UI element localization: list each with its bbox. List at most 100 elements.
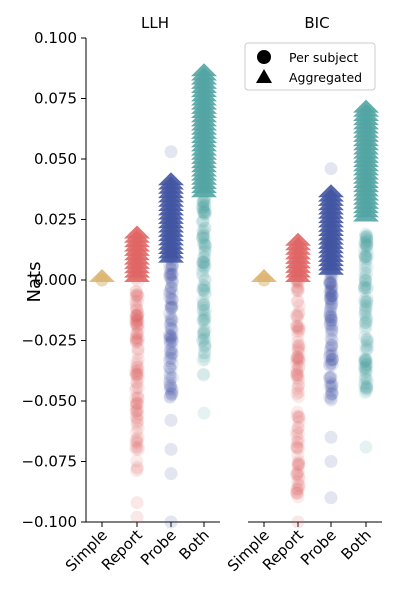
per-subject-point <box>325 338 339 352</box>
per-subject-point <box>291 432 305 446</box>
per-subject-point <box>292 338 306 352</box>
per-subject-point <box>291 281 305 295</box>
per-subject-point <box>163 269 177 283</box>
per-subject-point <box>198 250 212 264</box>
aggregated-point <box>318 184 344 198</box>
per-subject-point <box>129 404 143 418</box>
per-subject-point <box>197 310 211 324</box>
per-subject-point <box>291 339 305 353</box>
per-subject-point <box>165 335 179 349</box>
per-subject-point <box>360 282 374 296</box>
per-subject-point <box>323 274 337 288</box>
per-subject-point <box>291 390 305 404</box>
series-report <box>285 232 311 529</box>
per-subject-point <box>323 276 337 290</box>
per-subject-point <box>359 361 373 375</box>
per-subject-point <box>163 262 177 276</box>
per-subject-point <box>129 331 143 345</box>
per-subject-point <box>163 337 177 351</box>
per-subject-point <box>292 305 306 319</box>
per-subject-point <box>324 370 338 384</box>
per-subject-point <box>197 250 211 264</box>
per-subject-point <box>358 279 372 293</box>
per-subject-point <box>359 354 373 368</box>
per-subject-point <box>359 295 373 309</box>
per-subject-point <box>164 362 178 376</box>
per-subject-point <box>325 324 339 338</box>
per-subject-point <box>323 349 337 363</box>
per-subject-point <box>164 343 178 357</box>
per-subject-point <box>164 321 178 335</box>
per-subject-point <box>197 323 211 337</box>
per-subject-point <box>198 238 212 252</box>
per-subject-point <box>292 319 306 333</box>
per-subject-point <box>292 415 306 429</box>
per-subject-point <box>198 287 212 301</box>
per-subject-point <box>325 377 339 391</box>
per-subject-point <box>358 353 372 367</box>
per-subject-point <box>131 440 145 454</box>
per-subject-point <box>164 467 178 481</box>
per-subject-point <box>290 324 304 338</box>
per-subject-point <box>358 322 372 336</box>
per-subject-point <box>196 314 210 328</box>
per-subject-point <box>163 361 177 375</box>
per-subject-point <box>165 312 179 326</box>
per-subject-point <box>325 333 339 347</box>
per-subject-point <box>359 355 373 369</box>
per-subject-point <box>163 354 177 368</box>
per-subject-point <box>164 316 178 330</box>
per-subject-point <box>358 258 372 272</box>
per-subject-point <box>292 324 306 338</box>
per-subject-point <box>358 293 372 307</box>
per-subject-point <box>291 322 305 336</box>
per-subject-point <box>131 294 145 308</box>
per-subject-point <box>290 435 304 449</box>
per-subject-point <box>360 260 374 274</box>
per-subject-point <box>163 360 177 374</box>
per-subject-point <box>164 322 178 336</box>
per-subject-point <box>360 381 374 395</box>
per-subject-point <box>197 313 211 327</box>
per-subject-point <box>129 434 143 448</box>
per-subject-point <box>290 467 304 481</box>
per-subject-point <box>163 367 177 381</box>
per-subject-point <box>198 256 212 270</box>
per-subject-point <box>360 299 374 313</box>
per-subject-point <box>358 270 372 284</box>
per-subject-point <box>359 339 373 353</box>
per-subject-point <box>324 392 338 406</box>
per-subject-point <box>292 457 306 471</box>
per-subject-point <box>129 318 143 332</box>
per-subject-point <box>324 162 338 176</box>
per-subject-point <box>129 383 143 397</box>
per-subject-point <box>129 298 143 312</box>
per-subject-point <box>198 337 212 351</box>
per-subject-point <box>130 288 144 302</box>
per-subject-point <box>197 296 211 310</box>
per-subject-point <box>196 353 210 367</box>
per-subject-point <box>198 273 212 287</box>
x-tick-label: Both <box>337 526 374 563</box>
per-subject-point <box>292 346 306 360</box>
per-subject-point <box>292 469 306 483</box>
x-tick-label: Both <box>175 526 212 563</box>
per-subject-point <box>291 343 305 357</box>
per-subject-point <box>292 411 306 425</box>
per-subject-point <box>325 289 339 303</box>
per-subject-point <box>291 465 305 479</box>
per-subject-point <box>290 424 304 438</box>
per-subject-point <box>291 310 305 324</box>
per-subject-point <box>290 283 304 297</box>
per-subject-point <box>292 410 306 424</box>
per-subject-point <box>359 296 373 310</box>
per-subject-point <box>359 301 373 315</box>
per-subject-point <box>324 275 338 289</box>
per-subject-point <box>323 276 337 290</box>
per-subject-point <box>165 346 179 360</box>
per-subject-point <box>359 319 373 333</box>
per-subject-point <box>325 299 339 313</box>
per-subject-point <box>130 334 144 348</box>
per-subject-point <box>290 441 304 455</box>
per-subject-point <box>196 293 210 307</box>
